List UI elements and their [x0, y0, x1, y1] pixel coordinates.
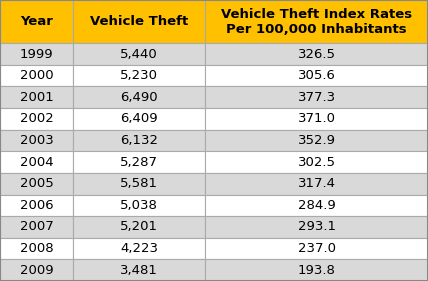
- Text: 326.5: 326.5: [298, 47, 336, 60]
- Bar: [0, 108, 73, 130]
- Bar: [0, 238, 73, 259]
- Text: 293.1: 293.1: [298, 221, 336, 234]
- Bar: [205, 130, 428, 151]
- Bar: [73, 43, 205, 65]
- Bar: [205, 238, 428, 259]
- Text: 5,581: 5,581: [120, 177, 158, 190]
- Text: 284.9: 284.9: [298, 199, 336, 212]
- Text: 2008: 2008: [20, 242, 53, 255]
- Bar: [0, 43, 73, 65]
- Text: Vehicle Theft Index Rates
Per 100,000 Inhabitants: Vehicle Theft Index Rates Per 100,000 In…: [221, 8, 412, 36]
- Bar: [73, 194, 205, 216]
- Bar: [205, 87, 428, 108]
- Text: 371.0: 371.0: [298, 112, 336, 125]
- Bar: [0, 151, 73, 173]
- Text: 5,440: 5,440: [120, 47, 158, 60]
- Text: 302.5: 302.5: [298, 156, 336, 169]
- Bar: [73, 151, 205, 173]
- Text: 2005: 2005: [20, 177, 53, 190]
- Bar: [0, 216, 73, 238]
- Text: 1999: 1999: [20, 47, 53, 60]
- Text: 2001: 2001: [20, 91, 53, 104]
- Bar: [73, 65, 205, 87]
- Text: 2009: 2009: [20, 264, 53, 277]
- Text: Vehicle Theft: Vehicle Theft: [90, 15, 188, 28]
- Text: 2002: 2002: [20, 112, 53, 125]
- Text: 5,201: 5,201: [120, 221, 158, 234]
- Text: 193.8: 193.8: [298, 264, 336, 277]
- Bar: [73, 259, 205, 281]
- Bar: [205, 194, 428, 216]
- Bar: [205, 0, 428, 43]
- Bar: [0, 259, 73, 281]
- Text: 2007: 2007: [20, 221, 53, 234]
- Text: 352.9: 352.9: [298, 134, 336, 147]
- Text: 6,132: 6,132: [120, 134, 158, 147]
- Bar: [0, 0, 73, 43]
- Text: 5,230: 5,230: [120, 69, 158, 82]
- Bar: [0, 87, 73, 108]
- Bar: [205, 108, 428, 130]
- Text: 4,223: 4,223: [120, 242, 158, 255]
- Bar: [205, 151, 428, 173]
- Bar: [0, 173, 73, 194]
- Bar: [73, 173, 205, 194]
- Text: 5,287: 5,287: [120, 156, 158, 169]
- Bar: [73, 108, 205, 130]
- Bar: [205, 259, 428, 281]
- Text: 6,490: 6,490: [120, 91, 158, 104]
- Text: 2000: 2000: [20, 69, 53, 82]
- Text: 6,409: 6,409: [120, 112, 158, 125]
- Bar: [0, 65, 73, 87]
- Bar: [73, 216, 205, 238]
- Text: 377.3: 377.3: [297, 91, 336, 104]
- Text: 2003: 2003: [20, 134, 53, 147]
- Bar: [73, 87, 205, 108]
- Text: Year: Year: [20, 15, 53, 28]
- Text: 317.4: 317.4: [298, 177, 336, 190]
- Text: 5,038: 5,038: [120, 199, 158, 212]
- Bar: [73, 238, 205, 259]
- Text: 2006: 2006: [20, 199, 53, 212]
- Bar: [205, 216, 428, 238]
- Bar: [0, 194, 73, 216]
- Bar: [205, 65, 428, 87]
- Bar: [205, 43, 428, 65]
- Bar: [73, 0, 205, 43]
- Bar: [73, 130, 205, 151]
- Text: 2004: 2004: [20, 156, 53, 169]
- Text: 3,481: 3,481: [120, 264, 158, 277]
- Text: 237.0: 237.0: [298, 242, 336, 255]
- Bar: [0, 130, 73, 151]
- Bar: [205, 173, 428, 194]
- Text: 305.6: 305.6: [298, 69, 336, 82]
